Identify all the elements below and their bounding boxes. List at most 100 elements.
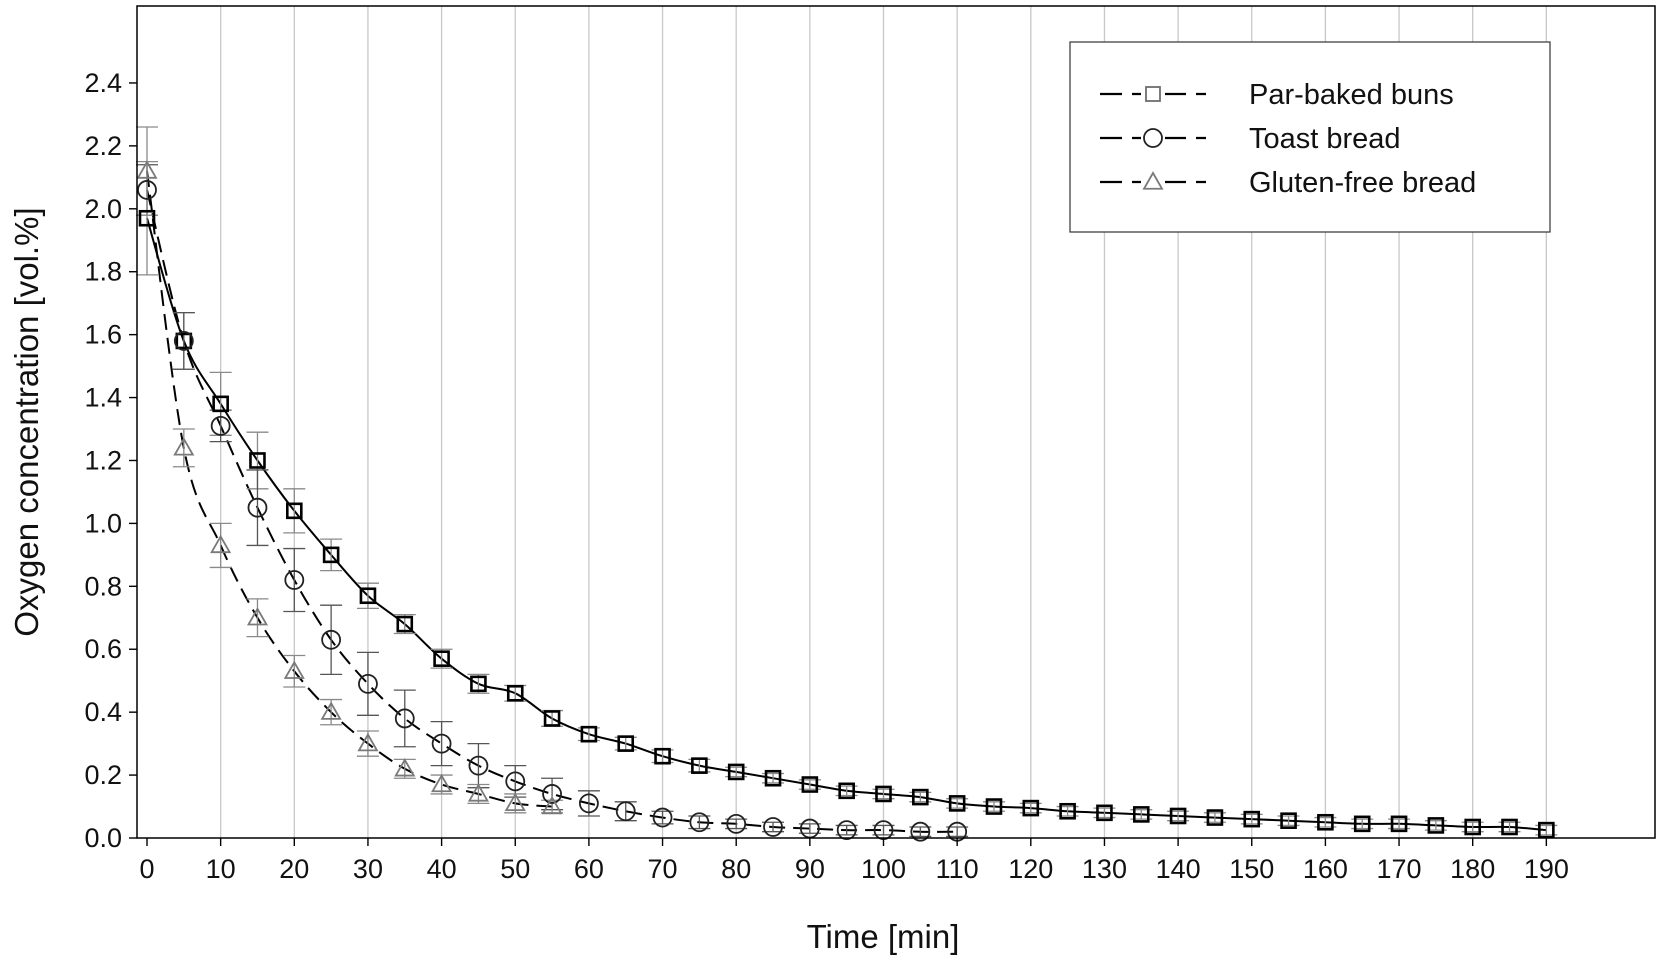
legend-marker-square (1141, 83, 1165, 105)
vertical-gridlines (219, 6, 1547, 838)
x-tick-label: 0 (139, 854, 154, 884)
point-par-baked-buns (1427, 817, 1445, 834)
point-gluten-free-bread (320, 701, 342, 720)
legend-marker-triangle (1141, 171, 1165, 193)
point-par-baked-buns (727, 763, 745, 781)
legend: Par-baked buns Toast bread Gluten-free b… (1069, 41, 1551, 233)
y-tick-label: 1.4 (84, 383, 122, 413)
y-tick-label: 1.0 (84, 508, 122, 538)
curve-par-baked-buns (146, 217, 1547, 832)
point-par-baked-buns (875, 785, 892, 803)
point-gluten-free-bread (210, 534, 232, 554)
point-par-baked-buns (433, 650, 450, 667)
point-toast-bread (910, 821, 931, 842)
point-par-baked-buns (1132, 806, 1150, 823)
point-par-baked-buns (1317, 813, 1334, 831)
point-toast-bread (689, 812, 710, 833)
y-tick-label: 0.6 (84, 634, 122, 664)
point-toast-bread (358, 673, 378, 694)
point-par-baked-buns (838, 782, 855, 800)
axis-ticks (129, 82, 1548, 846)
point-par-baked-buns (1169, 807, 1187, 825)
x-tick-label: 150 (1229, 854, 1274, 884)
point-toast-bread (394, 708, 415, 729)
x-tick-label: 190 (1524, 854, 1569, 884)
legend-item-par-baked-buns: Par-baked buns (1100, 79, 1454, 111)
point-par-baked-buns (1022, 799, 1040, 817)
x-tick-label: 30 (353, 854, 383, 884)
point-toast-bread (505, 771, 526, 792)
point-toast-bread (137, 180, 157, 200)
x-tick-label: 110 (936, 854, 979, 884)
point-toast-bread (431, 733, 452, 754)
y-axis-title: Oxygen concentration [vol.%] (8, 207, 45, 636)
point-par-baked-buns (580, 725, 598, 743)
legend-label-toast-bread: Toast bread (1249, 123, 1401, 155)
y-tick-label: 2.0 (84, 194, 122, 224)
point-gluten-free-bread (136, 160, 158, 179)
legend-marker-triangle (1142, 171, 1164, 190)
point-gluten-free-bread (246, 606, 269, 626)
point-par-baked-buns (985, 798, 1003, 815)
point-gluten-free-bread (504, 792, 526, 812)
point-toast-bread (468, 755, 489, 776)
x-tick-label: 20 (279, 854, 309, 884)
y-tick-label: 0.0 (84, 823, 122, 853)
legend-item-gluten-free-bread: Gluten-free bread (1100, 167, 1476, 199)
point-gluten-free-bread (467, 783, 489, 802)
x-tick-label: 140 (1156, 854, 1201, 884)
point-par-baked-buns (1464, 818, 1481, 836)
point-toast-bread (726, 813, 747, 834)
legend-label-gluten-free-bread: Gluten-free bread (1249, 167, 1476, 199)
y-tick-labels: 0.0 0.2 0.4 0.6 0.8 1.0 1.2 1.4 1.6 1.8 2.0 2.2 2.4 (84, 68, 122, 853)
point-par-baked-buns (912, 788, 929, 806)
point-toast-bread (615, 801, 636, 822)
point-par-baked-buns (138, 209, 156, 227)
x-tick-label: 40 (427, 854, 457, 884)
point-par-baked-buns (396, 615, 414, 633)
legend-marker-bg (1141, 171, 1165, 193)
point-toast-bread (836, 820, 857, 841)
point-toast-bread (321, 629, 342, 650)
point-gluten-free-bread (357, 732, 379, 752)
legend-marker-circle (1141, 127, 1165, 149)
y-tick-label: 0.4 (84, 697, 122, 727)
point-par-baked-buns (617, 735, 635, 752)
x-tick-label: 160 (1303, 854, 1348, 884)
point-par-baked-buns (175, 332, 193, 350)
point-par-baked-buns (1243, 810, 1261, 828)
point-gluten-free-bread (173, 437, 195, 456)
plot-frame (136, 5, 1656, 839)
x-tick-label: 50 (500, 854, 530, 884)
x-tick-labels: 0 10 20 30 40 50 60 70 80 90 100 110 120 130 140 150 160… (139, 854, 1568, 884)
point-gluten-free-bread (431, 773, 453, 793)
x-tick-label: 90 (795, 854, 825, 884)
x-tick-label: 100 (861, 854, 906, 884)
point-par-baked-buns (691, 757, 708, 774)
point-gluten-free-bread (541, 795, 563, 815)
point-gluten-free-bread (283, 660, 305, 679)
point-par-baked-buns (654, 747, 671, 765)
point-par-baked-buns (1353, 815, 1371, 833)
point-par-baked-buns (212, 395, 229, 413)
x-tick-label: 80 (721, 854, 751, 884)
point-par-baked-buns (543, 710, 561, 727)
y-tick-label: 0.8 (84, 571, 122, 601)
data-markers (136, 160, 1555, 842)
point-toast-bread (247, 497, 268, 518)
x-tick-label: 130 (1082, 854, 1127, 884)
y-tick-label: 1.8 (84, 257, 122, 287)
x-axis-title: Time [min] (807, 918, 960, 955)
point-toast-bread (763, 817, 783, 837)
y-tick-label: 1.6 (84, 320, 122, 350)
point-toast-bread (579, 793, 599, 814)
y-tick-label: 2.2 (84, 131, 122, 161)
legend-marker-circle (1143, 128, 1163, 148)
point-par-baked-buns (470, 675, 487, 693)
point-par-baked-buns (506, 684, 524, 702)
x-tick-label: 60 (574, 854, 604, 884)
point-par-baked-buns (764, 769, 782, 787)
x-tick-label: 120 (1008, 854, 1053, 884)
point-toast-bread (173, 331, 194, 351)
